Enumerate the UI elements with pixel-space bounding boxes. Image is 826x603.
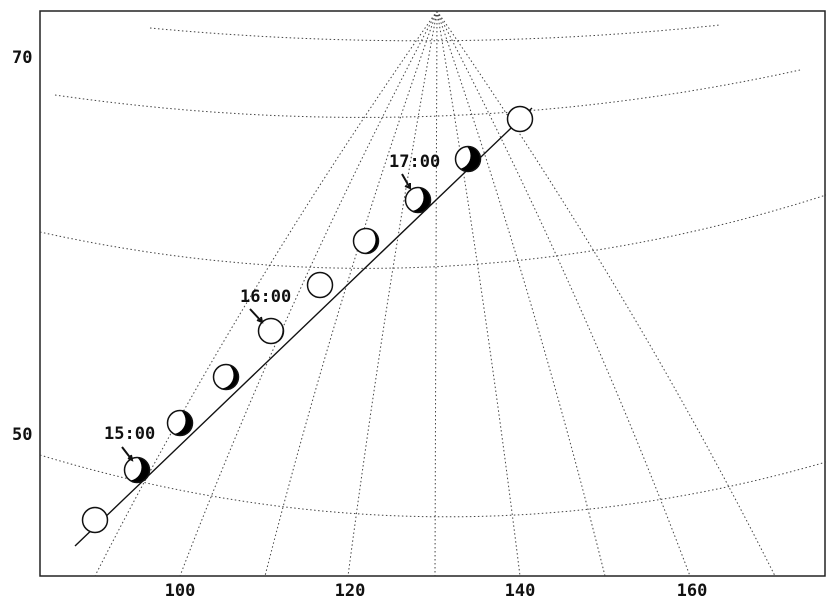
longitude-label: 160 [677,581,708,601]
longitude-label: 140 [505,581,536,601]
moon-disc [83,508,108,533]
latitude-label: 50 [12,425,32,445]
eclipse-map: 70 50 100 120 140 160 15:00 16:00 17:00 [0,0,826,603]
time-label: 15:00 [104,424,155,444]
time-label: 16:00 [240,287,291,307]
map-frame [40,11,825,576]
moon-disc [508,107,533,132]
latitude-label: 70 [12,48,32,68]
longitude-label: 100 [165,581,196,601]
time-label: 17:00 [389,152,440,172]
longitude-label: 120 [335,581,366,601]
